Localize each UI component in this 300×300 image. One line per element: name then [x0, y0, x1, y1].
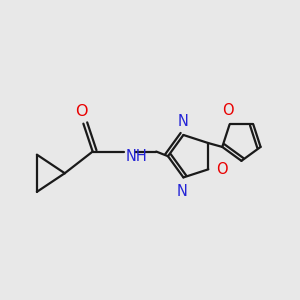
- Text: NH: NH: [125, 149, 147, 164]
- Text: N: N: [176, 184, 187, 199]
- Text: O: O: [222, 103, 234, 118]
- Text: N: N: [178, 114, 189, 129]
- Text: O: O: [76, 104, 88, 119]
- Text: O: O: [216, 162, 228, 177]
